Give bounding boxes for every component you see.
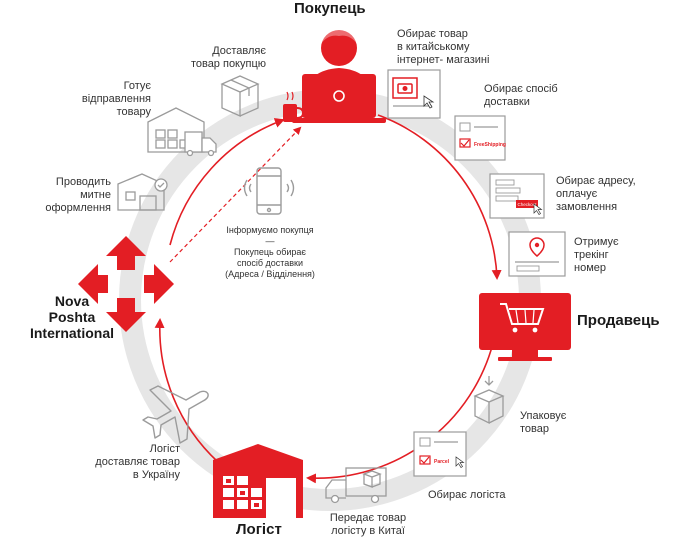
warehouse-icon <box>213 444 303 518</box>
title-logist: Логіст <box>236 521 282 538</box>
freeshipping-label: FreeShipping <box>474 142 506 148</box>
tracking-mockup-icon <box>508 231 566 277</box>
step-hand-over: Передає товар логісту в Китаї <box>323 512 413 538</box>
step-line: Готує <box>123 80 151 92</box>
step-line: митне <box>80 189 111 201</box>
step-deliver-buyer: Доставляє товар покупцю <box>160 45 266 71</box>
step-line: номер <box>574 262 606 274</box>
step-line: трекінг <box>574 249 609 261</box>
checkout-label: Checkout <box>517 202 537 207</box>
step-line: оформлення <box>45 202 111 214</box>
arrow-buyer-to-seller <box>377 114 502 280</box>
choose-line: (Адреса / Відділення) <box>225 269 315 279</box>
company-line: Nova <box>54 293 90 309</box>
step-line: в Україну <box>132 469 180 481</box>
box-icon <box>473 376 505 425</box>
step-choose-delivery: Обирає спосіб доставки <box>484 83 558 109</box>
seller-cart-monitor-icon <box>479 293 571 361</box>
step-line: товар покупцю <box>190 58 266 70</box>
nova-poshta-logo-icon <box>78 236 174 332</box>
delivered-boxes-icon <box>220 75 260 118</box>
step-line: Передає товар <box>329 512 407 524</box>
step-pack: Упаковує товар <box>520 410 566 436</box>
logist-mockup-icon: Parcel <box>413 431 467 477</box>
center-inform-text: Інформуємо покупця — Покупець обирає спо… <box>214 225 326 280</box>
step-line: оплачує <box>556 188 598 200</box>
step-line: відправлення <box>81 93 151 105</box>
cycle-arrows <box>154 114 502 484</box>
step-line: логісту в Китаї <box>331 525 405 537</box>
step-choose-address: Обирає адресу, оплачує замовлення <box>556 175 636 214</box>
step-line: Обирає товар <box>397 28 468 40</box>
title-seller: Продавець <box>577 312 660 329</box>
step-choose-logist: Обирає логіста <box>428 489 506 502</box>
plane-icon <box>142 385 209 444</box>
company-line: Poshta <box>48 309 96 325</box>
customs-building-icon <box>117 173 168 211</box>
title-buyer: Покупець <box>294 0 366 17</box>
arrow-logist-to-company <box>154 318 219 463</box>
parcel-label: Parcel <box>434 459 450 465</box>
step-line: Обирає спосіб <box>484 83 558 95</box>
inform-line: Інформуємо покупця <box>226 225 314 235</box>
phone-icon <box>243 167 295 215</box>
step-line: Отримує <box>574 236 619 248</box>
step-line: Логіст <box>149 443 180 455</box>
step-customs: Проводить митне оформлення <box>20 176 111 215</box>
checkout-mockup-icon: Checkout <box>489 173 545 219</box>
step-deliver-ukraine: Логіст доставляє товар в Україну <box>75 443 180 482</box>
title-company: Nova Poshta International <box>2 293 142 341</box>
step-line: замовлення <box>556 201 618 213</box>
step-line: товару <box>116 106 151 118</box>
step-line: доставки <box>484 96 530 108</box>
choose-line: спосіб доставки <box>236 258 304 268</box>
buyer-laptop-icon <box>292 26 386 123</box>
step-line: Упаковує <box>520 410 567 422</box>
step-line: товар <box>520 423 549 435</box>
step-line: Обирає адресу, <box>556 175 636 187</box>
truck-icon <box>325 467 387 504</box>
delivery-mockup-icon: FreeShipping <box>454 115 506 161</box>
prepare-warehouse-icon <box>147 107 217 157</box>
step-line: доставляє товар <box>95 456 180 468</box>
step-choose-product: Обирає товар в китайському інтернет- маг… <box>397 28 489 67</box>
coffee-cup-icon <box>283 91 305 122</box>
choose-line: Покупець обирає <box>233 247 307 257</box>
step-line: інтернет- магазині <box>397 54 490 66</box>
step-line: Проводить <box>55 176 111 188</box>
product-mockup-icon <box>387 69 441 119</box>
step-prepare: Готує відправлення товару <box>56 80 151 119</box>
step-line: в китайському <box>397 41 470 53</box>
step-line: Доставляє <box>212 45 266 57</box>
arrow-company-to-buyer <box>169 118 285 246</box>
step-line: Обирає логіста <box>428 489 506 501</box>
inform-dash: — <box>265 236 275 246</box>
dashed-inform-arrow <box>169 126 302 263</box>
step-tracking: Отримує трекінг номер <box>574 236 619 275</box>
company-line: International <box>29 325 114 341</box>
